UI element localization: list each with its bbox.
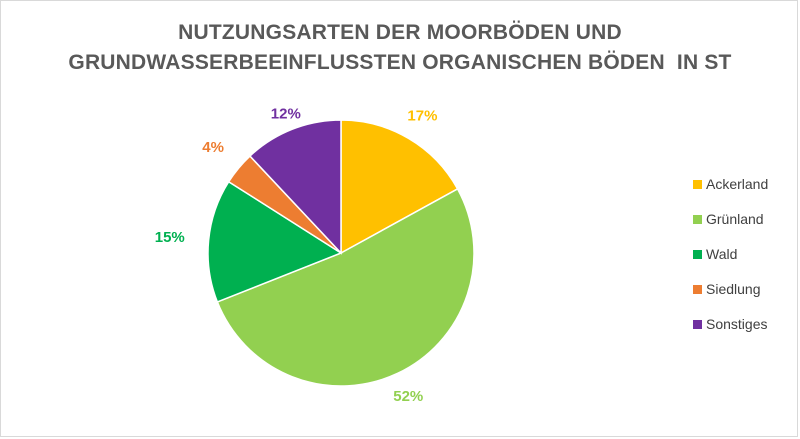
legend-swatch-ackerland (693, 180, 702, 189)
chart-title-line-1: NUTZUNGSARTEN DER MOORBÖDEN UND (178, 21, 622, 44)
pie-slice-ackerland (340, 119, 459, 255)
legend-label-grünland: Grünland (706, 211, 764, 227)
data-label-siedlung: 4% (202, 139, 224, 156)
chart-title-line-2: GRUNDWASSERBEEINFLUSSTEN ORGANISCHEN BÖD… (68, 51, 732, 74)
pie-slice-grünland (216, 187, 475, 387)
pie-slice-sonstiges (248, 119, 342, 255)
pie-slices (207, 119, 475, 387)
data-labels: 17% 52% 15% 4% 12% (155, 106, 438, 405)
data-label-ackerland: 17% (407, 107, 437, 124)
legend-swatch-sonstiges (693, 320, 702, 329)
pie-slice-wald (207, 180, 343, 303)
legend-label-ackerland: Ackerland (706, 176, 768, 192)
legend-swatch-wald (693, 250, 702, 259)
chart-title: NUTZUNGSARTEN DER MOORBÖDEN UND GRUNDWAS… (0, 18, 800, 78)
legend: Ackerland Grünland Wald Siedlung Sonstiges (693, 176, 768, 332)
legend-label-wald: Wald (706, 246, 737, 262)
legend-swatch-grünland (693, 215, 702, 224)
legend-label-sonstiges: Sonstiges (706, 316, 767, 332)
data-label-sonstiges: 12% (271, 106, 301, 123)
legend-swatch-siedlung (693, 285, 702, 294)
legend-label-siedlung: Siedlung (706, 281, 761, 297)
data-label-grünland: 52% (393, 388, 423, 405)
data-label-wald: 15% (155, 229, 185, 246)
